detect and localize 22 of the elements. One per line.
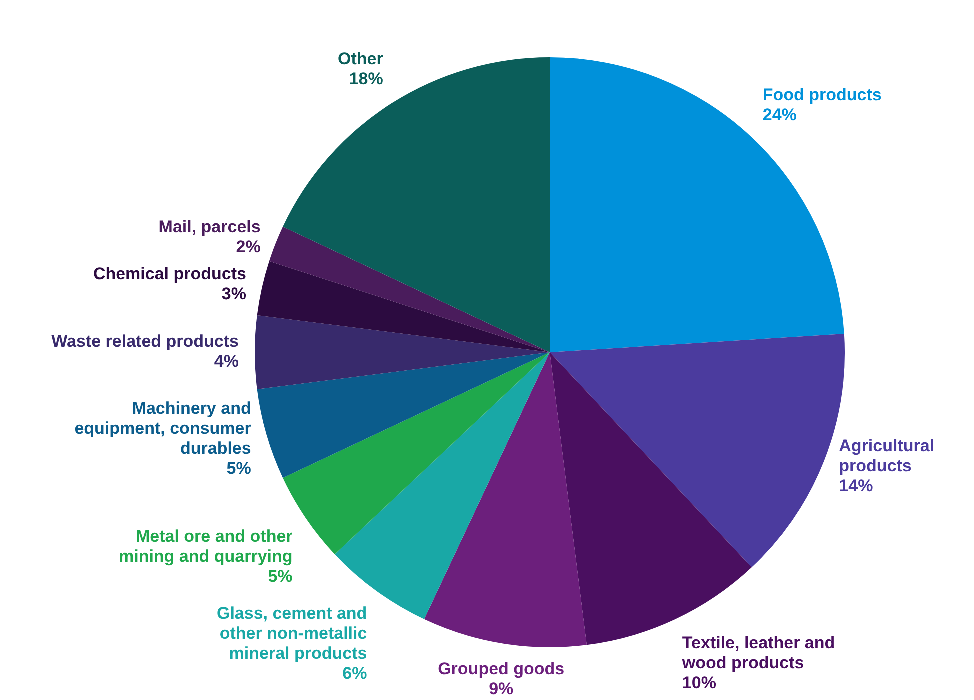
data-label: 3% — [222, 284, 246, 304]
data-label: 18% — [349, 70, 384, 89]
data-label: 5% — [226, 458, 252, 478]
data-label: 2% — [236, 238, 261, 257]
slice-label: Waste related products — [52, 332, 239, 352]
slice-label: Glass, cement and other non-metallic mineral products — [216, 604, 368, 663]
data-label: 6% — [342, 664, 368, 683]
slice-label: Chemical products — [93, 264, 246, 284]
data-label: 5% — [268, 566, 293, 586]
data-label: 10% — [682, 674, 716, 693]
slice-label: Agricultural products — [839, 436, 935, 476]
slice-label: Textile, leather and wood products — [681, 634, 836, 673]
slice-label: Metal ore and other mining and quarrying — [118, 526, 294, 566]
slice-label: Machinery and equipment, consumer durables — [74, 398, 252, 458]
slice-label: Food products — [762, 85, 882, 104]
data-label: 4% — [214, 352, 239, 372]
data-label: 24% — [762, 105, 797, 124]
data-label: 9% — [489, 679, 514, 698]
slice-label: Grouped goods — [438, 659, 565, 678]
data-label: 14% — [839, 476, 874, 496]
slice-label: Other — [338, 50, 384, 69]
slice-label: Mail, parcels — [158, 218, 261, 237]
